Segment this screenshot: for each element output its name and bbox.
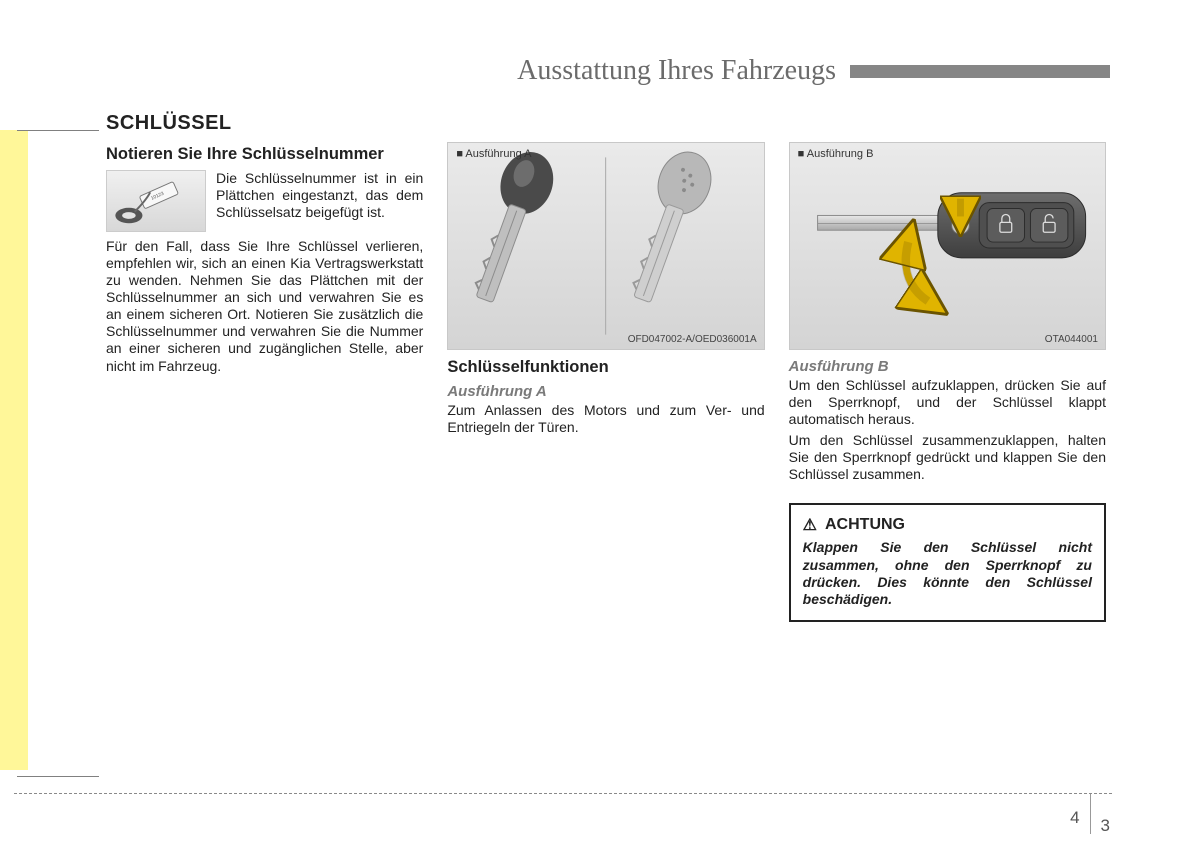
warning-icon: ⚠ bbox=[803, 515, 817, 535]
chapter-title: Ausstattung Ihres Fahrzeugs bbox=[517, 55, 836, 87]
col3-body-text-2: Um den Schlüssel zusammenzuklappen, halt… bbox=[789, 432, 1106, 483]
figure-keys-a: ■ Ausführung A bbox=[447, 142, 764, 350]
page-separator bbox=[1090, 794, 1091, 834]
col3-variant-label: Ausführung B bbox=[789, 358, 1106, 375]
col2-variant-label: Ausführung A bbox=[447, 383, 764, 400]
figure-code-b: OTA044001 bbox=[1045, 334, 1098, 345]
figure-fob-b: ■ Ausführung B bbox=[789, 142, 1106, 350]
section-heading: SCHLÜSSEL bbox=[106, 112, 423, 135]
header-accent-bar bbox=[850, 65, 1110, 78]
footer-dashed-rule bbox=[14, 793, 1112, 794]
section-tab bbox=[0, 130, 28, 770]
warning-box: ⚠ ACHTUNG Klappen Sie den Schlüssel nich… bbox=[789, 503, 1106, 621]
chapter-number: 4 bbox=[1070, 808, 1079, 828]
content-area: SCHLÜSSEL Notieren Sie Ihre Schlüsselnum… bbox=[106, 112, 1106, 622]
warning-heading: ⚠ ACHTUNG bbox=[803, 515, 1092, 535]
warning-title-text: ACHTUNG bbox=[825, 516, 905, 534]
figure-keytag: 10123 bbox=[106, 170, 206, 232]
bottom-margin-rule bbox=[17, 776, 99, 777]
col2-heading: Schlüsselfunktionen bbox=[447, 358, 764, 377]
col1-intro-text: Die Schlüsselnummer ist in ein Plättchen… bbox=[216, 170, 423, 232]
col1-subheading: Notieren Sie Ihre Schlüsselnummer bbox=[106, 145, 423, 164]
col3-body-text-1: Um den Schlüssel aufzuklappen, drücken S… bbox=[789, 377, 1106, 428]
figure-label-a: ■ Ausführung A bbox=[456, 148, 531, 160]
col2-body-text: Zum Anlassen des Motors und zum Ver- und… bbox=[447, 402, 764, 436]
figure-code-a: OFD047002-A/OED036001A bbox=[628, 334, 757, 345]
column-3: ■ Ausführung B bbox=[789, 112, 1106, 622]
figure-label-b: ■ Ausführung B bbox=[798, 148, 874, 160]
col1-body-text: Für den Fall, dass Sie Ihre Schlüssel ve… bbox=[106, 238, 423, 375]
column-2: ■ Ausführung A bbox=[447, 112, 764, 622]
page-header: Ausstattung Ihres Fahrzeugs bbox=[517, 55, 1110, 87]
column-1: SCHLÜSSEL Notieren Sie Ihre Schlüsselnum… bbox=[106, 112, 423, 622]
keytag-row: 10123 Die Schlüsselnummer ist in ein Plä… bbox=[106, 170, 423, 232]
warning-body-text: Klappen Sie den Schlüssel nicht zusammen… bbox=[803, 539, 1092, 607]
page-in-chapter: 3 bbox=[1101, 816, 1110, 836]
page-number: 4 3 bbox=[1070, 800, 1110, 840]
top-margin-rule bbox=[17, 130, 99, 131]
